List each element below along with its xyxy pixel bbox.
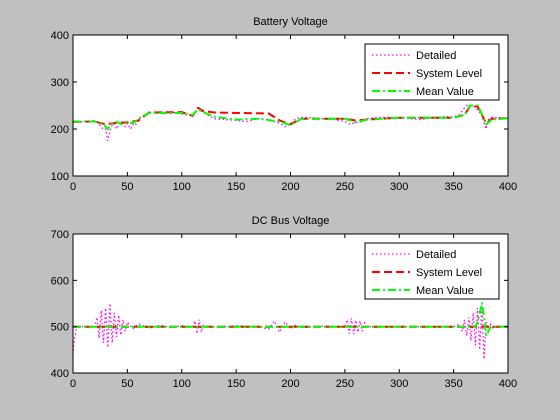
- y-tick-label: 200: [51, 124, 69, 136]
- y-tick-label: 400: [51, 30, 69, 42]
- legend-label: System Level: [416, 68, 482, 80]
- legend-label: Detailed: [416, 249, 456, 261]
- x-tick-label: 300: [390, 378, 408, 390]
- legend-label: System Level: [416, 267, 482, 279]
- y-tick-label: 600: [51, 275, 69, 287]
- legend-label: Mean Value: [416, 86, 474, 98]
- series-group: [73, 302, 508, 360]
- x-tick-label: 150: [227, 181, 245, 193]
- y-tick-label: 400: [51, 368, 69, 380]
- x-tick-label: 200: [281, 378, 299, 390]
- subplot-1: 0 50 100 150 200 250 300 350 400 100 200 300 400 Batt…: [51, 16, 518, 193]
- x-tick-label: 350: [444, 378, 462, 390]
- x-tick-label: 400: [499, 181, 517, 193]
- x-tick-label: 200: [281, 181, 299, 193]
- y-tick-label: 500: [51, 322, 69, 334]
- x-tick-label: 50: [121, 378, 133, 390]
- x-tick-label: 0: [70, 181, 76, 193]
- legend-label: Mean Value: [416, 285, 474, 297]
- y-tick-label: 100: [51, 171, 69, 183]
- series-line-mean-value: [73, 104, 508, 131]
- chart-title: DC Bus Voltage: [252, 215, 330, 227]
- x-tick-label: 300: [390, 181, 408, 193]
- x-tick-label: 250: [336, 378, 354, 390]
- x-tick-label: 150: [227, 378, 245, 390]
- x-tick-label: 400: [499, 378, 517, 390]
- chart-title: Battery Voltage: [253, 16, 328, 28]
- series-line-mean-value: [73, 302, 508, 340]
- x-tick-label: 100: [173, 378, 191, 390]
- legend: Detailed System Level Mean Value: [364, 43, 500, 101]
- x-tick-label: 250: [336, 181, 354, 193]
- x-tick-label: 100: [173, 181, 191, 193]
- subplot-2: 0 50 100 150 200 250 300 350 400 400 500 600 700 DC B…: [51, 215, 518, 390]
- x-tick-label: 50: [121, 181, 133, 193]
- x-tick-label: 0: [70, 378, 76, 390]
- x-tick-label: 350: [444, 181, 462, 193]
- y-tick-label: 700: [51, 229, 69, 241]
- series-group: [73, 103, 508, 141]
- legend: Detailed System Level Mean Value: [364, 242, 500, 300]
- y-tick-label: 300: [51, 77, 69, 89]
- legend-label: Detailed: [416, 50, 456, 62]
